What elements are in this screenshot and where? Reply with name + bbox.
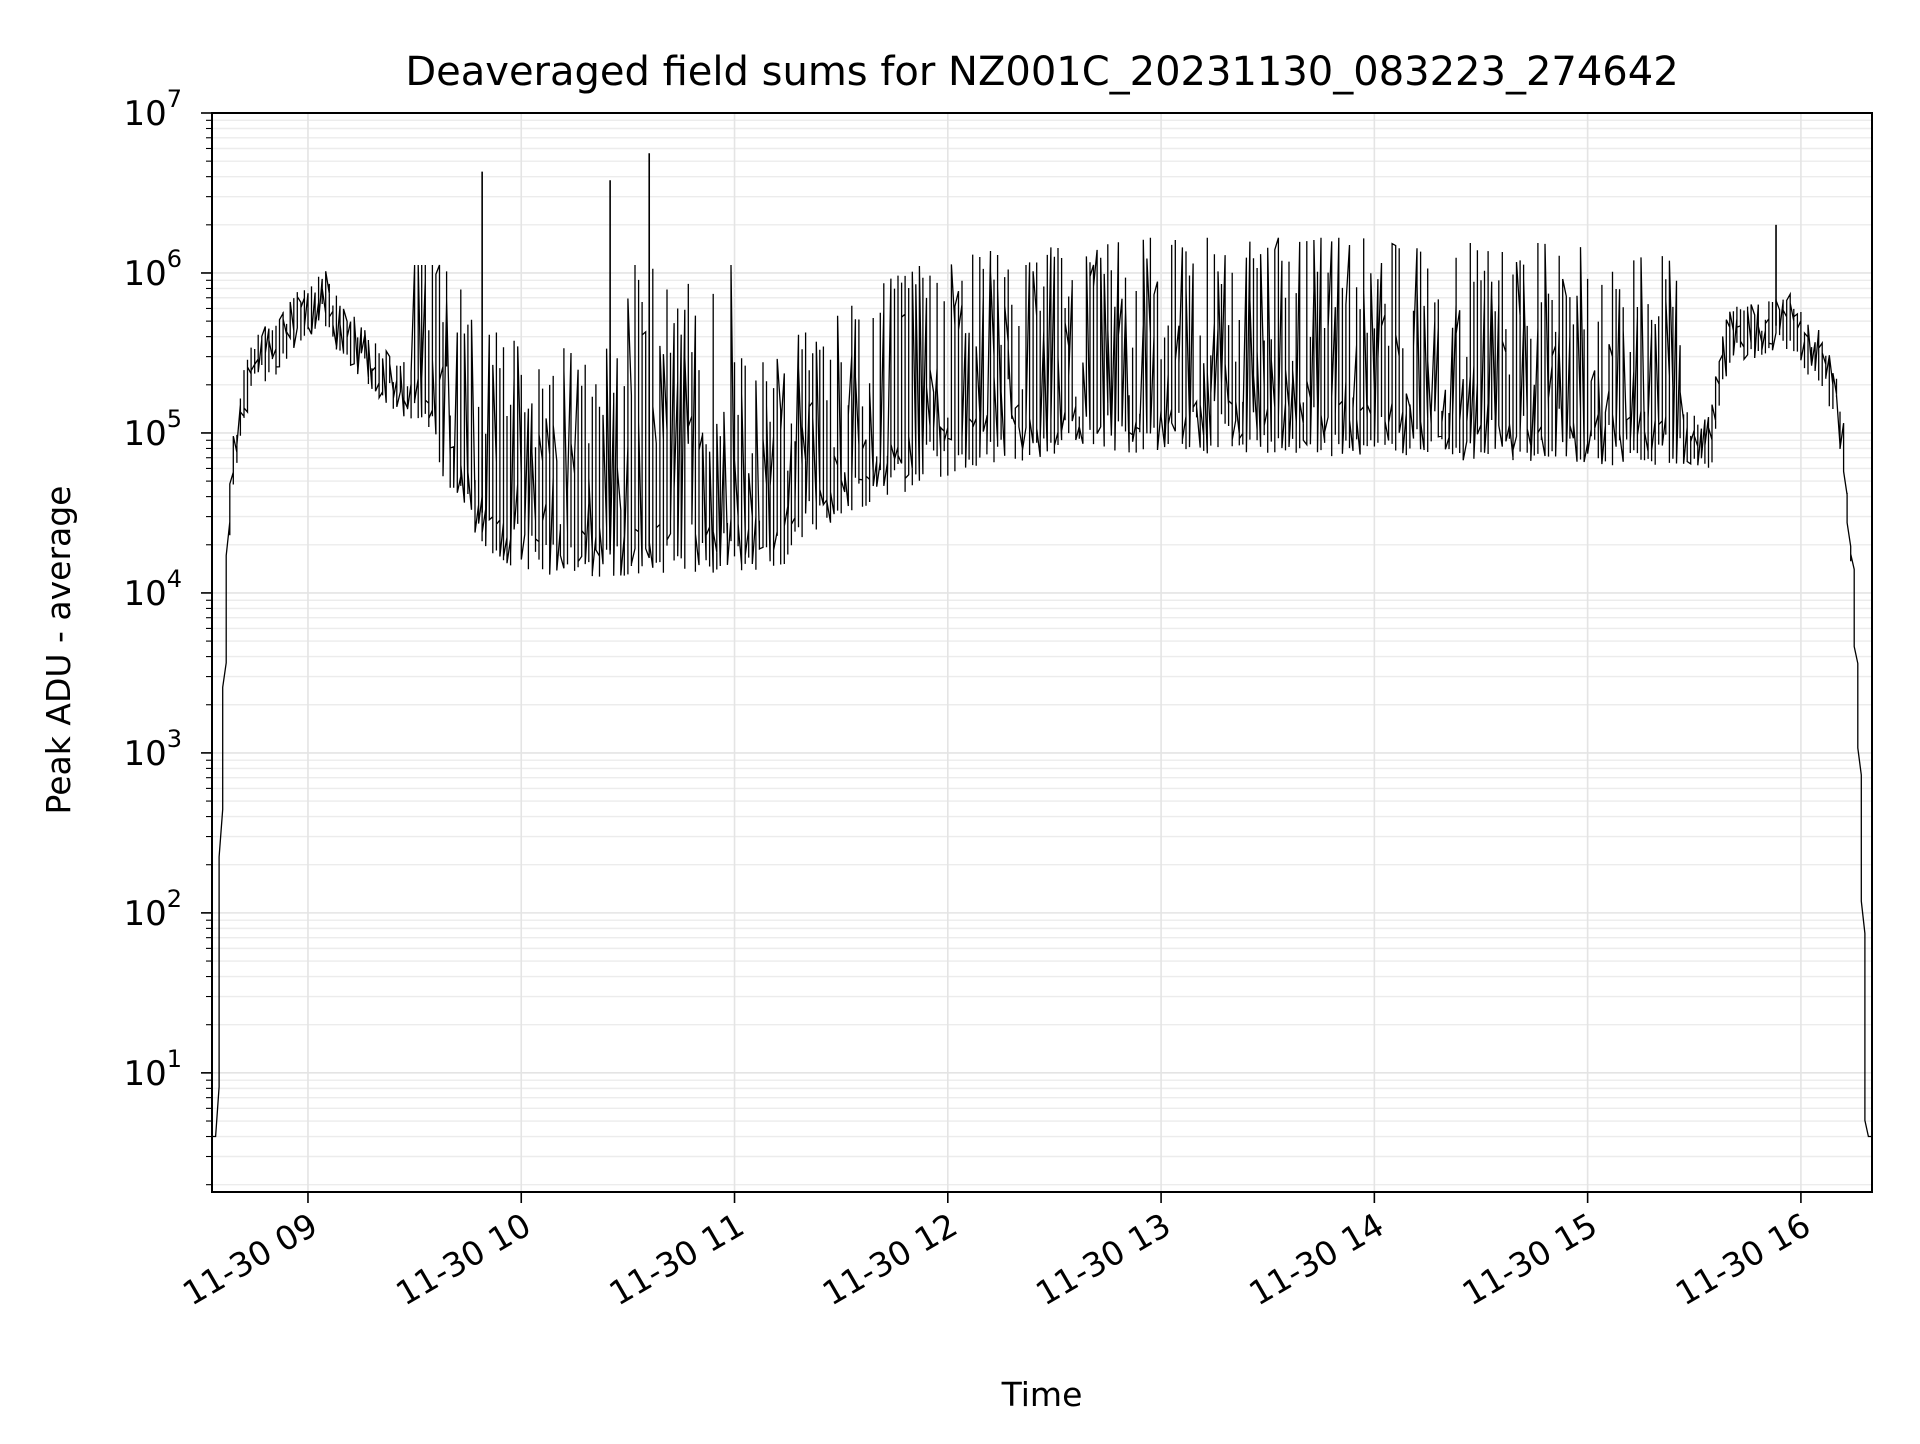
- y-tick-label: 103: [123, 725, 182, 774]
- y-tick-label: 102: [123, 885, 182, 934]
- y-axis-label: Peak ADU - average: [39, 486, 78, 815]
- y-tick-label: 107: [123, 85, 182, 134]
- grid-layer: [212, 112, 1872, 1192]
- y-tick-label: 104: [123, 565, 182, 614]
- y-tick-label: 106: [123, 245, 182, 294]
- series-layer: [212, 153, 1872, 1138]
- chart-title: Deaveraged field sums for NZ001C_2023113…: [405, 49, 1678, 95]
- y-tick-label: 105: [123, 405, 182, 454]
- plot-frame: [211, 112, 1873, 1193]
- x-axis-label: Time: [1001, 1375, 1083, 1414]
- y-tick-label: 101: [123, 1045, 182, 1094]
- series-line: [212, 237, 1872, 1138]
